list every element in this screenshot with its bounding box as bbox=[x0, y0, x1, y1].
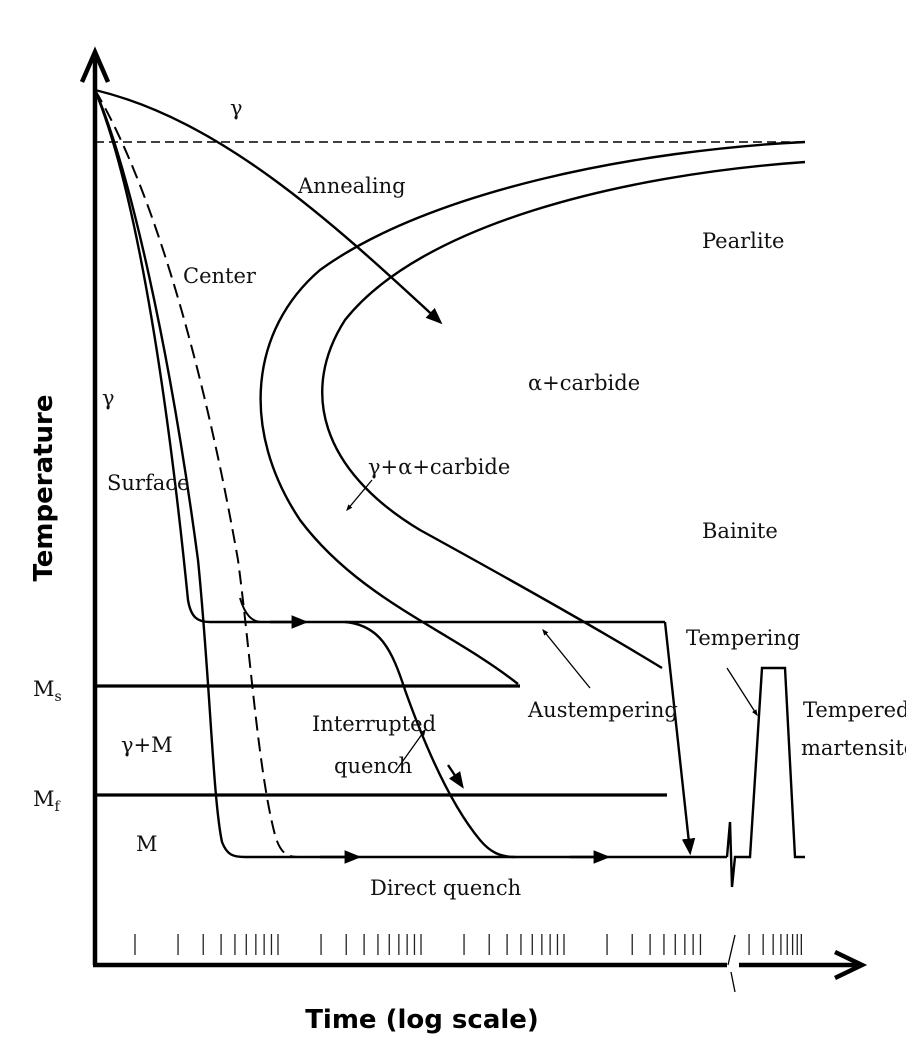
austempering-drop bbox=[663, 621, 696, 856]
label-gamma-left: γ bbox=[102, 386, 115, 410]
center-cooling-curve bbox=[94, 89, 299, 858]
label-gamma-alpha-carbide: γ+α+carbide bbox=[368, 455, 510, 479]
direct-quench-curve bbox=[93, 89, 727, 859]
label-surface: Surface bbox=[107, 471, 189, 495]
label-tempering: Tempering bbox=[686, 626, 800, 650]
label-annealing: Annealing bbox=[297, 174, 406, 198]
y-axis-label: Temperature bbox=[29, 394, 59, 581]
label-gamma-top: γ bbox=[230, 96, 243, 120]
mf-letter: M bbox=[33, 787, 55, 811]
transformation-start-curve bbox=[259, 140, 806, 685]
x-axis-label: Time (log scale) bbox=[305, 1005, 539, 1035]
mf-subscript: f bbox=[55, 799, 62, 815]
label-austempering: Austempering bbox=[527, 698, 678, 722]
label-m: M bbox=[136, 832, 158, 856]
label-direct-quench: Direct quench bbox=[370, 876, 521, 900]
ms-subscript: s bbox=[55, 689, 62, 705]
x-axis-arrowhead bbox=[834, 949, 868, 981]
axis-break bbox=[727, 934, 736, 993]
label-mf: Mf bbox=[33, 787, 62, 815]
label-pearlite: Pearlite bbox=[702, 229, 784, 253]
interrupted-quench-pointer bbox=[394, 728, 426, 773]
log-ticks bbox=[134, 934, 802, 955]
label-alpha-carbide: α+carbide bbox=[528, 371, 640, 395]
tempering-pointer bbox=[726, 667, 758, 717]
center-bend bbox=[239, 597, 263, 623]
surface-cooling-curve bbox=[93, 89, 665, 624]
annealing-curve bbox=[94, 88, 443, 325]
austempering-pointer bbox=[542, 628, 591, 689]
label-tempered: Tempered bbox=[803, 698, 906, 722]
tempering-cycle bbox=[725, 666, 805, 888]
label-martensite: martensite bbox=[801, 736, 906, 760]
label-center: Center bbox=[183, 264, 257, 288]
label-bainite: Bainite bbox=[702, 519, 778, 543]
ms-letter: M bbox=[33, 677, 55, 701]
label-quench: quench bbox=[334, 754, 412, 778]
label-ms: Ms bbox=[33, 677, 62, 705]
interrupted-quench-arrow bbox=[447, 764, 464, 789]
gamma-alpha-carbide-pointer bbox=[346, 479, 373, 511]
label-interrupted: Interrupted bbox=[312, 712, 436, 736]
label-gamma-m: γ+M bbox=[121, 733, 173, 757]
interrupted-quench-curve bbox=[344, 620, 516, 859]
transformation-end-curve bbox=[321, 160, 806, 670]
y-axis-arrowhead bbox=[79, 46, 111, 83]
